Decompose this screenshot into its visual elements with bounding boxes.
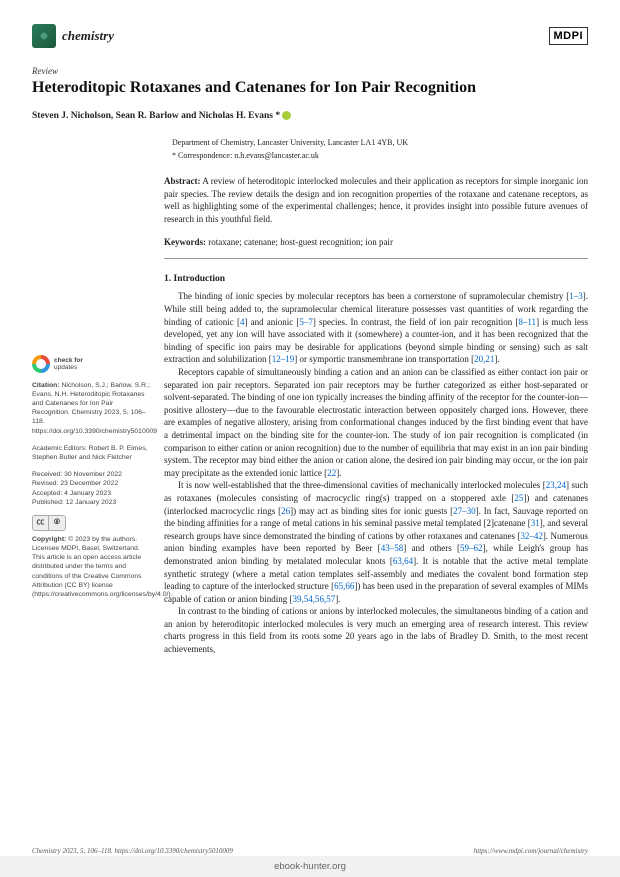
accepted-date: Accepted: 4 January 2023 <box>32 489 150 498</box>
article-type: Review <box>32 66 588 76</box>
check-updates-text: check for updates <box>54 357 83 371</box>
editors-block: Academic Editors: Robert B. P. Elmes, St… <box>32 444 150 462</box>
ref-link[interactable]: 26 <box>281 506 290 516</box>
section-1-heading: 1. Introduction <box>164 273 588 286</box>
site-footer: ebook-hunter.org <box>0 856 620 877</box>
copyright-block: Copyright: © 2023 by the authors. Licens… <box>32 535 150 599</box>
footer-left: Chemistry 2023, 5, 106–118. https://doi.… <box>32 847 233 855</box>
ref-link[interactable]: 32–42 <box>520 531 543 541</box>
check-l1: check for <box>54 357 83 364</box>
orcid-icon <box>282 111 291 120</box>
journal-brand: chemistry <box>32 24 114 48</box>
citation-text: Nicholson, S.J.; Barlow, S.R.; Evans, N.… <box>32 382 157 435</box>
copyright-text: © 2023 by the authors. Licensee MDPI, Ba… <box>32 536 173 598</box>
abstract: Abstract: A review of heteroditopic inte… <box>164 175 588 225</box>
article-title: Heteroditopic Rotaxanes and Catenanes fo… <box>32 78 588 99</box>
citation-block: Citation: Nicholson, S.J.; Barlow, S.R.;… <box>32 381 150 436</box>
ref-link[interactable]: 39,54,56,57 <box>292 594 335 604</box>
para-3: It is now well-established that the thre… <box>164 479 588 605</box>
authors: Steven J. Nicholson, Sean R. Barlow and … <box>32 111 588 121</box>
by-icon: 🅯 <box>49 516 65 530</box>
ref-link[interactable]: 8–11 <box>518 317 536 327</box>
revised-date: Revised: 23 December 2022 <box>32 479 150 488</box>
journal-logo-icon <box>32 24 56 48</box>
ref-link[interactable]: 59–62 <box>460 543 483 553</box>
keywords-text: rotaxane; catenane; host-guest recogniti… <box>206 237 393 247</box>
publisher-logo: MDPI <box>549 27 589 45</box>
check-updates-icon <box>32 355 50 373</box>
page-footer: Chemistry 2023, 5, 106–118. https://doi.… <box>32 847 588 855</box>
ref-link[interactable]: 12–19 <box>272 354 295 364</box>
sidebar: check for updates Citation: Nicholson, S… <box>32 137 150 656</box>
published-date: Published: 12 January 2023 <box>32 498 150 507</box>
correspondence: * Correspondence: n.h.evans@lancaster.ac… <box>164 150 588 161</box>
ref-link[interactable]: 63,64 <box>393 556 413 566</box>
abstract-label: Abstract: <box>164 176 201 186</box>
authors-text: Steven J. Nicholson, Sean R. Barlow and … <box>32 111 280 121</box>
para-1: The binding of ionic species by molecula… <box>164 290 588 366</box>
copyright-label: Copyright: <box>32 536 66 543</box>
journal-name: chemistry <box>62 28 114 44</box>
ref-link[interactable]: 31 <box>531 518 540 528</box>
main-column: Department of Chemistry, Lancaster Unive… <box>164 137 588 656</box>
affiliation: Department of Chemistry, Lancaster Unive… <box>164 137 588 148</box>
keywords: Keywords: rotaxane; catenane; host-guest… <box>164 236 588 249</box>
ref-link[interactable]: 23,24 <box>546 480 566 490</box>
cc-icon: ㏄ <box>33 516 49 530</box>
ref-link[interactable]: 20,21 <box>474 354 494 364</box>
ref-link[interactable]: 1–3 <box>569 291 583 301</box>
keywords-label: Keywords: <box>164 237 206 247</box>
abstract-text: A review of heteroditopic interlocked mo… <box>164 176 588 224</box>
check-for-updates[interactable]: check for updates <box>32 355 150 373</box>
divider <box>164 258 588 259</box>
ref-link[interactable]: 22 <box>327 468 336 478</box>
check-l2: updates <box>54 364 83 371</box>
editors-label: Academic Editors: <box>32 445 87 452</box>
cc-badge: ㏄ 🅯 <box>32 515 66 531</box>
received-date: Received: 30 November 2022 <box>32 470 150 479</box>
ref-link[interactable]: 43–58 <box>381 543 404 553</box>
citation-label: Citation: <box>32 382 60 389</box>
footer-right: https://www.mdpi.com/journal/chemistry <box>474 847 588 855</box>
ref-link[interactable]: 5–7 <box>299 317 313 327</box>
header-bar: chemistry MDPI <box>32 24 588 48</box>
para-4: In contrast to the binding of cations or… <box>164 605 588 655</box>
dates-block: Received: 30 November 2022 Revised: 23 D… <box>32 470 150 507</box>
site-url[interactable]: ebook-hunter.org <box>274 861 346 872</box>
ref-link[interactable]: 27–30 <box>453 506 476 516</box>
para-2: Receptors capable of simultaneously bind… <box>164 366 588 479</box>
ref-link[interactable]: 65,66 <box>334 581 354 591</box>
